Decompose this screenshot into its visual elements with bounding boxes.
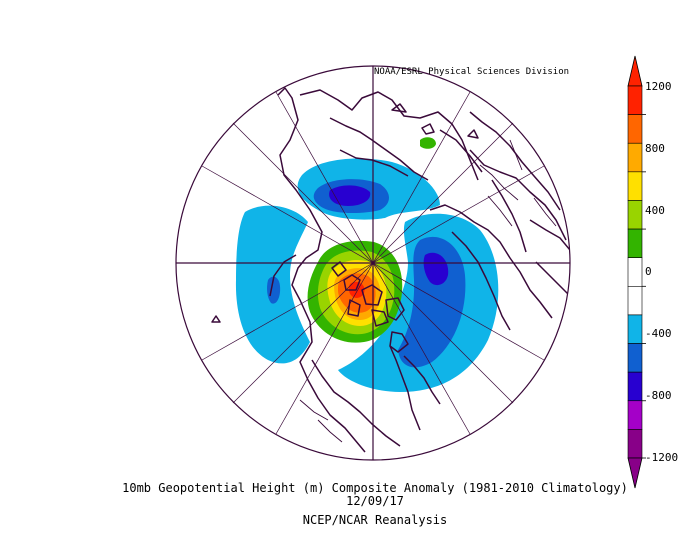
colorbar-segment — [627, 400, 643, 430]
anomaly-region-green-small — [420, 137, 436, 149]
graticule — [201, 91, 545, 435]
anomaly-region-purple-north — [329, 185, 371, 206]
anomaly-region-blue-east — [398, 236, 466, 368]
colorbar-label-neg800: -800 — [645, 389, 672, 402]
colorbar-segment — [627, 171, 643, 201]
source-label: NCEP/NCAR Reanalysis — [302, 513, 448, 527]
date-label: 12/09/17 — [346, 494, 404, 508]
colorbar-label-0: 0 — [645, 265, 652, 278]
colorbar-segment — [627, 85, 643, 115]
anomaly-region-purple-east — [423, 252, 449, 286]
colorbar-segment — [627, 286, 643, 316]
colorbar-segment — [627, 200, 643, 230]
colorbar-segment — [627, 114, 643, 144]
country-borders — [299, 139, 557, 443]
colorbar-segment — [627, 228, 643, 258]
colorbar-label-neg400: -400 — [645, 327, 672, 340]
credit-text: NOAA/ESRL Physical Sciences Division — [374, 67, 570, 77]
colorbar-segment — [627, 142, 643, 173]
colorbar-bottom-arrow — [627, 457, 643, 489]
colorbar-label-800: 800 — [645, 142, 665, 155]
colorbar-top-arrow — [627, 55, 643, 87]
colorbar-segment — [627, 343, 643, 373]
colorbar-segment — [627, 257, 643, 287]
colorbar-segment — [627, 314, 643, 344]
colorbar — [627, 55, 646, 489]
anomaly-region-blue-west-spot — [267, 276, 281, 304]
anomaly-map — [175, 65, 571, 461]
colorbar-label-400: 400 — [645, 204, 665, 217]
chart-title: 10mb Geopotential Height (m) Composite A… — [122, 481, 628, 495]
coastlines — [211, 87, 570, 453]
colorbar-segment — [627, 429, 643, 459]
colorbar-label-neg1200: -1200 — [645, 451, 679, 464]
colorbar-segment — [627, 371, 643, 402]
colorbar-label-1200: 1200 — [645, 80, 672, 93]
